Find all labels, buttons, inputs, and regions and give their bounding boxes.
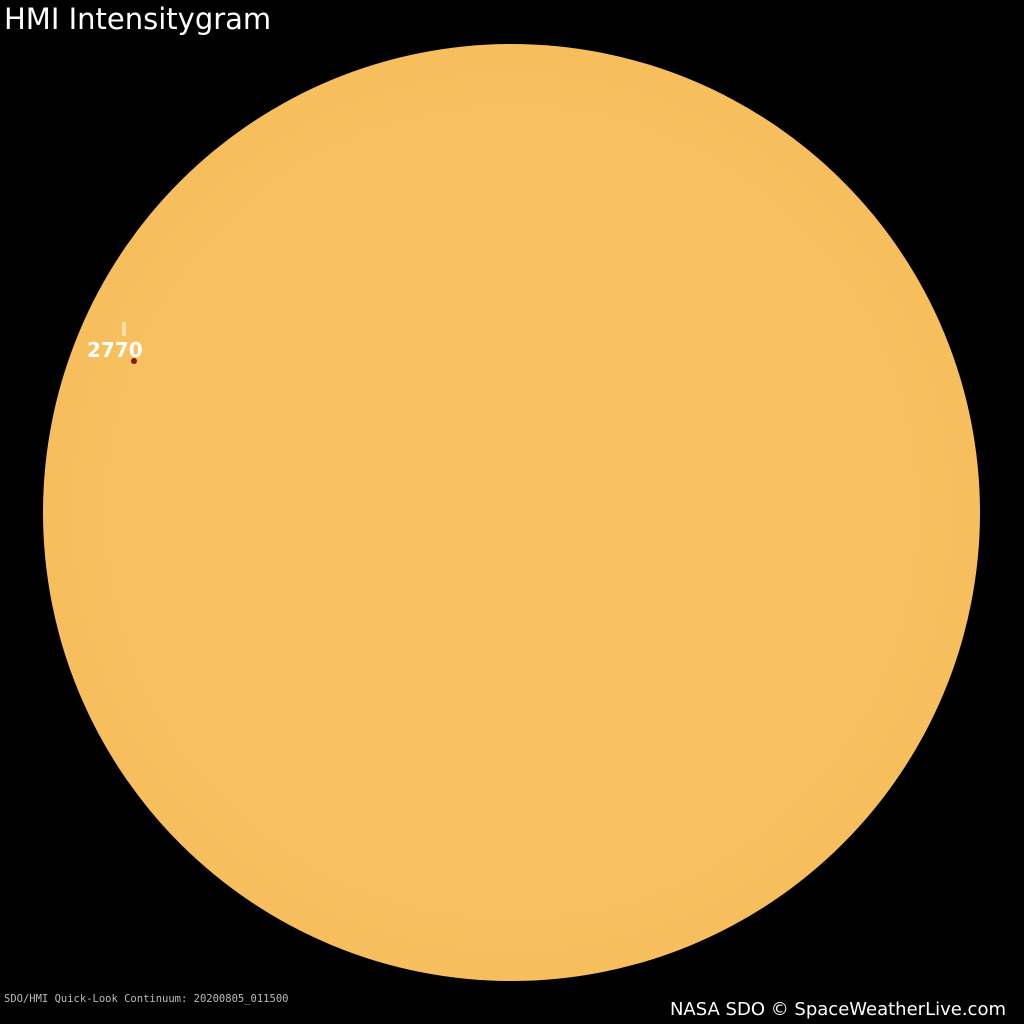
observation-caption: SDO/HMI Quick-Look Continuum: 20200805_0… <box>4 993 289 1005</box>
active-region-label: 2770 <box>87 338 143 362</box>
solar-disk <box>43 44 980 981</box>
credit-text: NASA SDO © SpaceWeatherLive.com <box>669 999 1006 1020</box>
sunspot <box>131 358 137 364</box>
plage-feature <box>122 322 126 336</box>
image-title: HMI Intensitygram <box>4 2 272 36</box>
